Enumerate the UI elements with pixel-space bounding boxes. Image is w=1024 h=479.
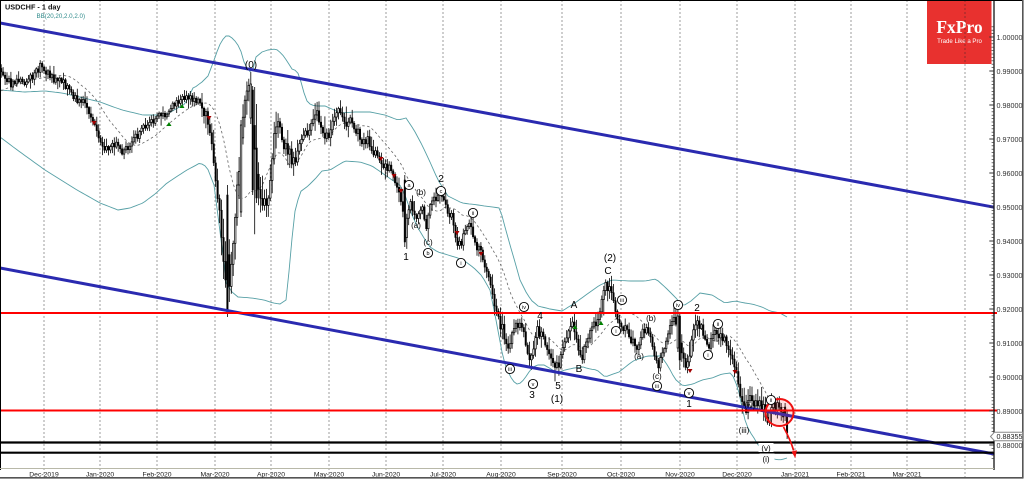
svg-text:0.92000: 0.92000 [997,305,1023,314]
svg-text:(c): (c) [423,238,433,247]
svg-text:5: 5 [555,381,561,392]
svg-text:(1): (1) [551,394,563,405]
svg-text:c: c [440,189,443,195]
svg-text:0.88000: 0.88000 [997,441,1023,450]
svg-text:USDCHF - 1 day: USDCHF - 1 day [5,3,61,12]
svg-text:(i): (i) [762,455,769,464]
svg-text:0.95000: 0.95000 [997,203,1023,212]
svg-text:ii: ii [472,211,474,217]
svg-text:May-2020: May-2020 [314,472,344,479]
svg-text:0.99000: 0.99000 [997,67,1023,76]
svg-text:Feb-2021: Feb-2021 [836,472,865,479]
svg-text:iv: iv [676,303,680,309]
svg-text:v: v [688,391,691,397]
svg-text:Oct-2020: Oct-2020 [607,472,635,479]
svg-text:0.88355: 0.88355 [997,432,1023,441]
svg-text:Jan-2020: Jan-2020 [86,472,115,479]
svg-text:(2): (2) [604,253,616,264]
svg-text:(c): (c) [652,372,662,381]
svg-text:1: 1 [686,399,692,410]
svg-text:0.98000: 0.98000 [997,101,1023,110]
svg-text:0.91000: 0.91000 [997,339,1023,348]
svg-text:Mar-2021: Mar-2021 [892,472,921,479]
svg-text:Apr-2020: Apr-2020 [257,472,285,479]
svg-text:a: a [407,183,411,189]
svg-text:iii: iii [508,367,512,373]
svg-text:Feb-2020: Feb-2020 [142,472,171,479]
svg-text:(b): (b) [416,188,426,197]
svg-text:Dec-2019: Dec-2019 [29,472,59,479]
svg-text:(0): (0) [245,60,257,71]
svg-text:Mar-2020: Mar-2020 [200,472,229,479]
svg-text:FxPro: FxPro [936,17,983,37]
svg-text:0.93000: 0.93000 [997,271,1023,280]
svg-text:(a): (a) [411,221,421,230]
svg-text:iii: iii [620,298,624,304]
svg-text:Jan-2021: Jan-2021 [781,472,810,479]
svg-text:0.89000: 0.89000 [997,407,1023,416]
svg-text:0.97000: 0.97000 [997,135,1023,144]
svg-text:i: i [615,329,616,335]
svg-text:Dec-2020: Dec-2020 [722,472,752,479]
svg-text:3: 3 [529,390,535,401]
svg-text:i: i [460,261,461,267]
svg-text:(a): (a) [634,352,644,361]
svg-text:(iv): (iv) [744,401,755,410]
svg-text:Jun-2020: Jun-2020 [372,472,401,479]
svg-text:0.94000: 0.94000 [997,237,1023,246]
svg-text:Trade Like a Pro: Trade Like a Pro [937,38,982,45]
svg-text:Jul-2020: Jul-2020 [430,472,456,479]
svg-text:b: b [426,251,429,257]
svg-text:iv: iv [522,305,526,311]
svg-text:BB(20,20,2.0,2.0): BB(20,20,2.0,2.0) [37,13,86,20]
svg-text:Aug-2020: Aug-2020 [486,472,516,479]
svg-text:Nov-2020: Nov-2020 [665,472,695,479]
svg-text:Sep-2020: Sep-2020 [547,472,577,479]
svg-text:v: v [532,382,535,388]
svg-text:ii: ii [717,322,719,328]
svg-text:A: A [571,300,578,311]
svg-text:i: i [707,353,708,359]
svg-text:iii: iii [655,384,659,390]
svg-text:1: 1 [403,252,409,263]
svg-text:2: 2 [438,174,444,185]
svg-text:2: 2 [694,303,700,314]
svg-text:(iii): (iii) [739,426,750,435]
svg-text:ii: ii [770,398,772,404]
svg-text:B: B [576,364,583,375]
svg-text:4: 4 [537,311,543,322]
svg-text:(v): (v) [761,444,771,453]
svg-text:C: C [604,266,611,277]
svg-text:0.90000: 0.90000 [997,373,1023,382]
svg-text:(b): (b) [646,314,656,323]
svg-text:1.00000: 1.00000 [997,33,1023,42]
svg-text:0.96000: 0.96000 [997,169,1023,178]
